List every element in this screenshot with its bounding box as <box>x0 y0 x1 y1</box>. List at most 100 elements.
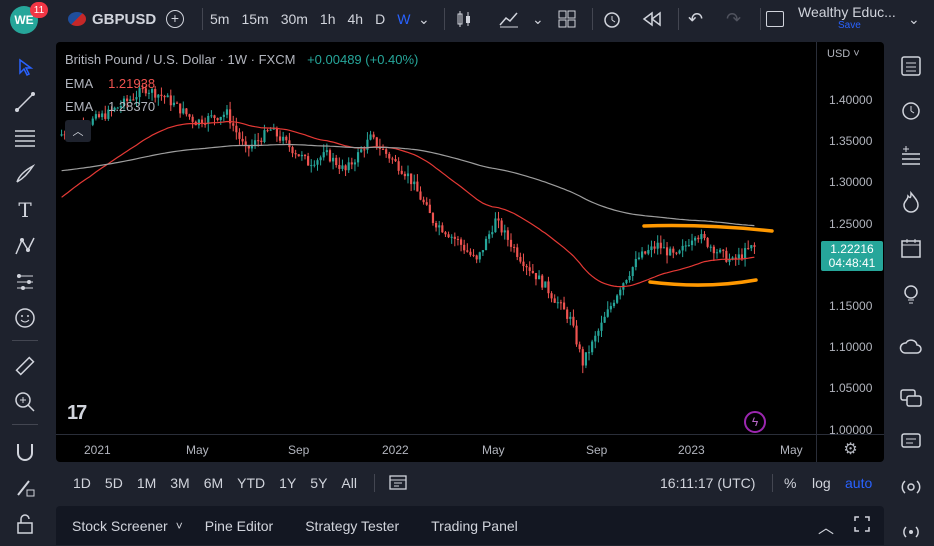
brush-icon <box>16 163 36 183</box>
percent-toggle[interactable]: % <box>784 475 797 491</box>
goto-date-button[interactable] <box>385 474 411 493</box>
candle-body <box>135 97 138 100</box>
alert-button[interactable] <box>596 0 628 38</box>
currency-selector[interactable]: USD ˅ <box>827 48 860 60</box>
collapse-legend-button[interactable]: ︿ <box>65 120 91 142</box>
fire-icon <box>903 191 919 213</box>
interval-d[interactable]: D <box>375 11 386 27</box>
cursor-tool[interactable] <box>11 53 39 81</box>
brush-tool[interactable] <box>11 160 39 188</box>
candle-body <box>260 140 263 142</box>
time-axis[interactable]: 2021 May Sep 2022 May Sep 2023 May <box>56 434 816 462</box>
candle-body <box>97 114 101 118</box>
layout-dropdown[interactable]: ⌄ <box>902 0 926 38</box>
lock-icon <box>17 514 33 534</box>
candle-body <box>232 123 235 126</box>
trendline-tool[interactable] <box>11 88 39 116</box>
auto-toggle[interactable]: auto <box>845 475 873 491</box>
layout-name-button[interactable]: Wealthy Educ... Save <box>798 5 896 33</box>
price-tick-label: 1.05000 <box>829 381 873 396</box>
interval-15m[interactable]: 15m <box>241 11 269 27</box>
layouts-button[interactable] <box>552 0 582 38</box>
divider <box>592 8 593 30</box>
expand-panel-button[interactable]: ︿ <box>818 514 834 538</box>
pattern-tool[interactable] <box>11 232 39 260</box>
data-window-button[interactable] <box>897 142 925 170</box>
candle-body <box>731 257 734 259</box>
indicators-dropdown[interactable]: ⌄ <box>526 0 550 38</box>
candles-button[interactable] <box>448 0 480 38</box>
magnet-tool[interactable] <box>11 438 39 466</box>
utc-clock[interactable]: 16:11:17 (UTC) <box>660 475 756 491</box>
maximize-panel-button[interactable] <box>854 516 870 535</box>
range-ytd[interactable]: YTD <box>237 475 266 491</box>
tradingview-logo[interactable]: 17 <box>67 402 87 424</box>
ema-fast-legend[interactable]: EMA 1.21938 <box>65 76 155 91</box>
price-plot[interactable] <box>56 42 816 434</box>
interval-group: 5m 15m 30m 1h 4h D W <box>204 0 416 38</box>
zoom-tool[interactable] <box>11 388 39 416</box>
alerts-button[interactable] <box>897 96 925 124</box>
price-axis[interactable]: USD ˅ 1.400001.350001.300001.250001.2000… <box>816 42 884 437</box>
signals-button[interactable] <box>897 474 925 502</box>
candle-body <box>360 149 363 153</box>
range-5d[interactable]: 5D <box>104 475 123 491</box>
tab-pine-editor[interactable]: Pine Editor <box>205 518 273 534</box>
replay-button[interactable] <box>636 0 668 38</box>
ema-fast-line[interactable] <box>61 120 755 288</box>
range-1m[interactable]: 1M <box>136 475 157 491</box>
indicators-button[interactable] <box>492 0 526 38</box>
log-toggle[interactable]: log <box>812 475 831 491</box>
range-1d[interactable]: 1D <box>73 475 91 491</box>
range-3m[interactable]: 3M <box>170 475 190 491</box>
streams-button[interactable] <box>897 334 925 362</box>
range-all[interactable]: All <box>341 475 357 491</box>
chart-pane[interactable]: British Pound / U.S. Dollar · 1W · FXCM … <box>56 42 884 462</box>
ema-slow-legend[interactable]: EMA 1.28370 <box>65 99 155 114</box>
support-annotation[interactable] <box>648 278 758 287</box>
candle-body <box>172 102 176 106</box>
interval-30m[interactable]: 30m <box>280 11 308 27</box>
interval-5m[interactable]: 5m <box>210 11 230 27</box>
tab-trading-panel[interactable]: Trading Panel <box>431 518 518 534</box>
measure-tool[interactable] <box>11 352 39 380</box>
tab-stock-screener[interactable]: Stock Screener ˅ <box>72 518 183 534</box>
undo-button[interactable]: ↶ <box>682 0 709 38</box>
candle-body <box>509 239 513 247</box>
chart-settings-button[interactable]: ⚙ <box>816 434 884 462</box>
interval-w[interactable]: W <box>397 11 411 27</box>
ema-slow-line[interactable] <box>61 143 755 227</box>
text-tool[interactable]: T <box>11 196 39 224</box>
range-5y[interactable]: 5Y <box>310 475 328 491</box>
chats-button[interactable] <box>897 384 925 412</box>
candle-body <box>207 115 210 124</box>
redo-button[interactable]: ↷ <box>720 0 747 38</box>
compare-button[interactable]: + <box>160 0 190 38</box>
candle-body <box>438 225 441 228</box>
lock-draw-tool[interactable] <box>11 474 39 502</box>
candle-body <box>525 266 528 268</box>
fullscreen-toggle[interactable] <box>760 0 790 38</box>
ideas-button[interactable] <box>897 280 925 308</box>
range-1y[interactable]: 1Y <box>279 475 297 491</box>
lightning-icon[interactable]: ϟ <box>744 411 766 433</box>
interval-4h[interactable]: 4h <box>347 11 364 27</box>
symbol-search[interactable]: GBPUSD <box>62 0 162 38</box>
range-6m[interactable]: 6M <box>203 475 224 491</box>
icons-tool[interactable] <box>11 304 39 332</box>
watchlist-button[interactable] <box>897 52 925 80</box>
calendar-button[interactable] <box>897 234 925 262</box>
candle-body <box>425 202 428 205</box>
hotlists-button[interactable] <box>897 188 925 216</box>
live-button[interactable] <box>897 518 925 546</box>
lock-tool[interactable] <box>11 510 39 538</box>
resistance-annotation[interactable] <box>642 223 774 233</box>
messages-button[interactable] <box>897 428 925 456</box>
fib-tool[interactable] <box>11 124 39 152</box>
tab-strategy-tester[interactable]: Strategy Tester <box>305 518 399 534</box>
interval-dropdown[interactable]: ⌄ <box>412 0 436 38</box>
prediction-tool[interactable] <box>11 268 39 296</box>
candle-body <box>447 234 450 238</box>
interval-1h[interactable]: 1h <box>319 11 336 27</box>
candle-body <box>419 191 422 200</box>
